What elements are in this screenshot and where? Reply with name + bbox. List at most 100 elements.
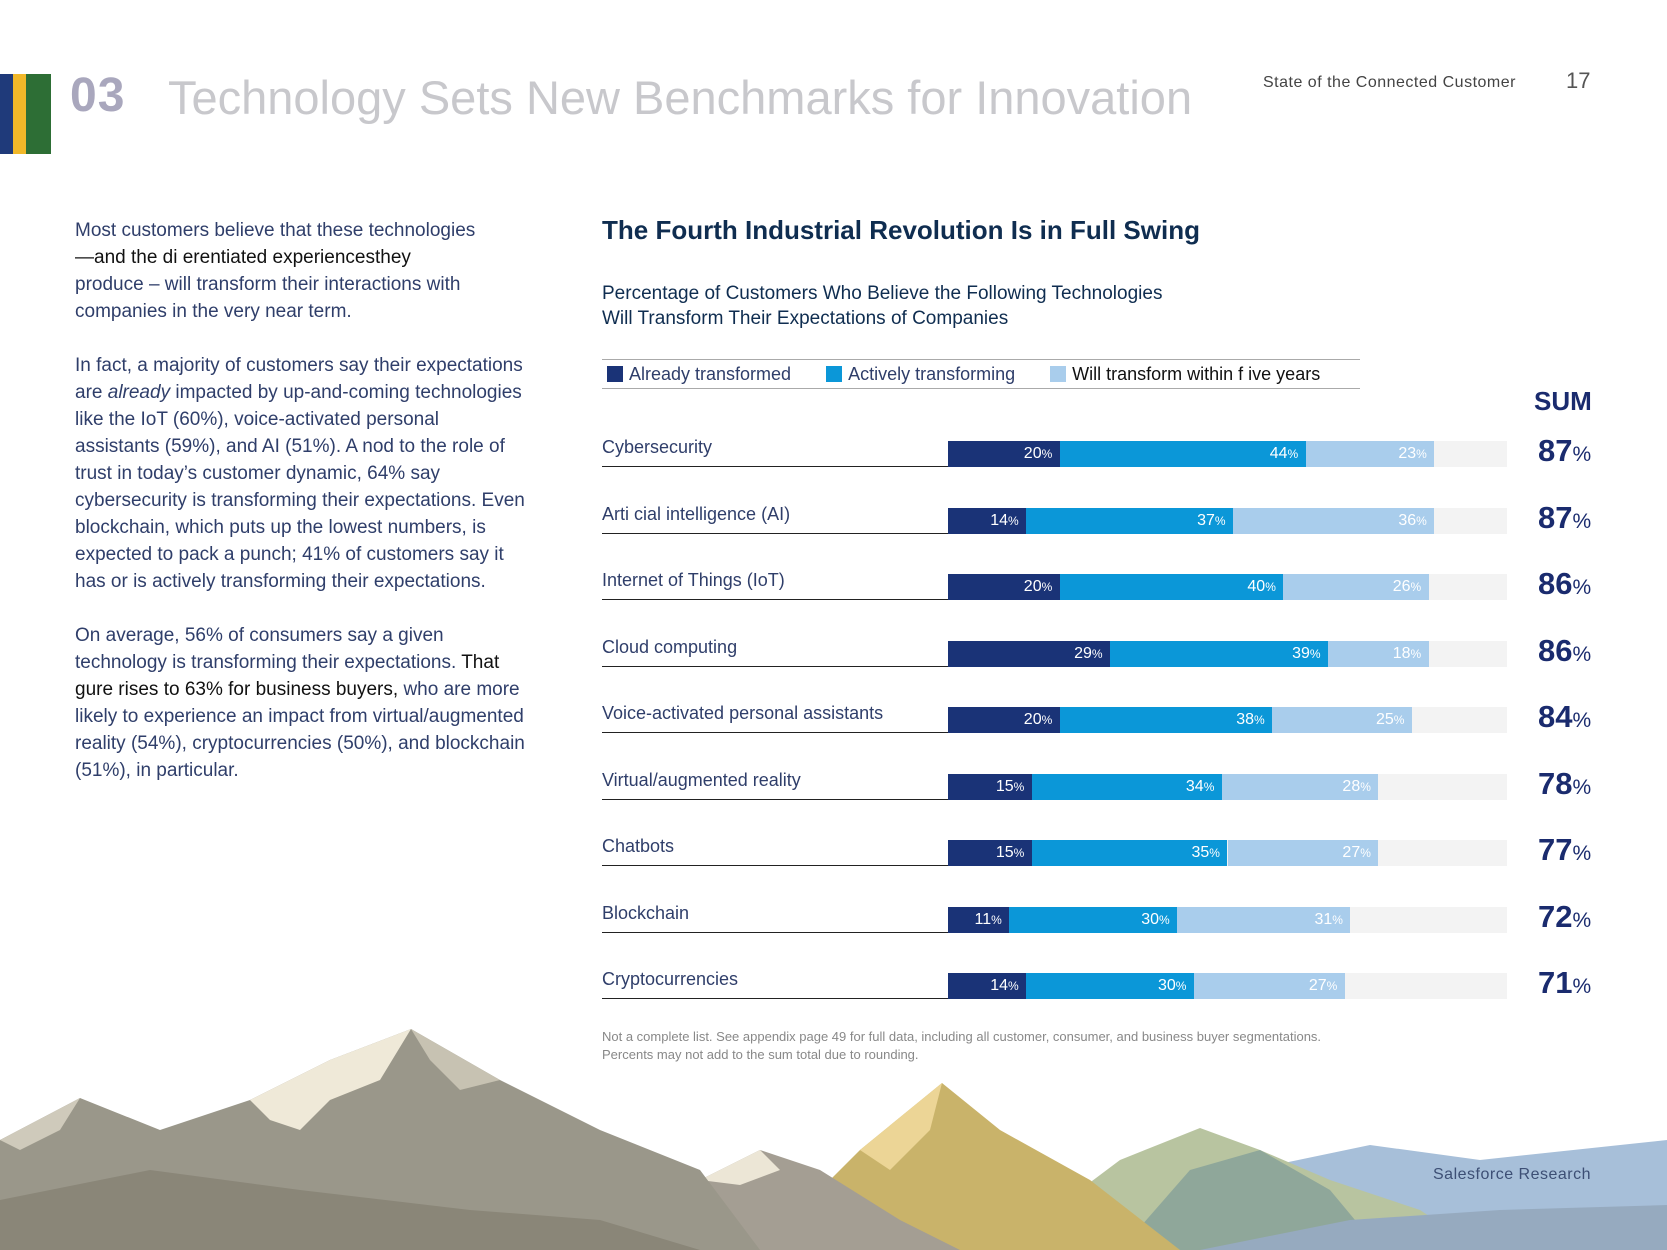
legend-label-actively: Actively transforming — [848, 363, 1016, 384]
legend-swatch-already — [607, 366, 623, 382]
bar-already — [948, 441, 1060, 467]
bar-already — [948, 907, 1010, 933]
data-label-actively: 37% — [1197, 512, 1226, 529]
bar-actively — [1026, 973, 1194, 999]
bar-within-five — [1227, 840, 1379, 866]
bar-within-five — [1177, 907, 1351, 933]
category-label: Blockchain — [602, 903, 690, 923]
chapter-number: 03 — [70, 69, 126, 122]
data-label-actively: 38% — [1236, 711, 1265, 728]
bar-within-five — [1233, 508, 1435, 534]
sum-value: 77% — [1538, 832, 1592, 867]
stripe-yellow — [13, 74, 26, 154]
sum-value: 78% — [1538, 766, 1592, 801]
data-label-already: 11% — [974, 911, 1002, 928]
legend-label-already: Already transformed — [629, 363, 792, 384]
data-label-already: 29% — [1074, 645, 1103, 662]
category-underline — [602, 799, 948, 800]
bar-actively — [1059, 707, 1273, 733]
category-label: Arti cial intelligence (AI) — [602, 504, 791, 524]
p3-text-a: On average, 56% of consumers say a given… — [75, 625, 457, 673]
bar-actively — [1026, 508, 1234, 534]
legend-label-within-five: Will transform within f ive years — [1072, 363, 1321, 384]
bar-actively — [1031, 840, 1228, 866]
sum-value: 86% — [1538, 566, 1592, 601]
chart-title: The Fourth Industrial Revolution Is in F… — [602, 215, 1200, 245]
p2-text-a: In fact, a majority of customers say the… — [75, 355, 523, 403]
bar-already — [948, 574, 1060, 600]
mountains-illustration — [0, 1029, 1667, 1250]
legend-swatch-actively — [826, 366, 843, 382]
data-label-already: 15% — [995, 844, 1025, 861]
sum-value: 87% — [1538, 433, 1592, 468]
foreground-slope — [0, 1170, 700, 1250]
chart-legend: Already transformed Actively transformin… — [602, 359, 1360, 389]
p1-text-c: produce – will transform their interacti… — [75, 274, 461, 322]
category-label: Cybersecurity — [602, 437, 713, 457]
paragraph-2: In fact, a majority of customers say the… — [75, 352, 525, 595]
data-label-actively: 35% — [1191, 844, 1220, 861]
bar-within-five — [1283, 574, 1429, 600]
category-underline — [602, 732, 948, 733]
category-label: Cryptocurrencies — [602, 969, 739, 989]
p2-text-b: impacted by up-and-coming technologies l… — [75, 382, 525, 592]
bar-already — [948, 641, 1111, 667]
bar-actively — [1110, 641, 1329, 667]
mountain-green-shade — [1120, 1150, 1380, 1250]
data-label-already: 20% — [1023, 445, 1053, 462]
bar-within-five — [1272, 707, 1412, 733]
data-label-actively: 30% — [1141, 911, 1170, 928]
body-text: Most customers believe that these techno… — [75, 217, 525, 811]
data-label-within-five: 26% — [1392, 578, 1422, 595]
data-label-already: 14% — [990, 512, 1019, 529]
legend-swatch-within-five — [1050, 366, 1067, 382]
category-underline — [602, 466, 948, 467]
mountain-left-ridge — [411, 1029, 500, 1090]
mountain-yellow-light — [860, 1083, 942, 1170]
data-label-within-five: 25% — [1375, 711, 1405, 728]
legend-item-already: Already transformed — [602, 364, 791, 385]
bar-within-five — [1221, 774, 1379, 800]
sum-value: 72% — [1538, 899, 1592, 934]
paragraph-3: On average, 56% of consumers say a given… — [75, 622, 525, 784]
data-label-actively: 30% — [1157, 977, 1187, 994]
data-label-already: 20% — [1023, 711, 1053, 728]
bar-within-five — [1305, 441, 1435, 467]
p1-text-b: —and the di erentiated experiencesthey — [75, 247, 411, 268]
data-label-within-five: 27% — [1308, 977, 1338, 994]
category-underline — [602, 666, 948, 667]
bar-actively — [1031, 774, 1222, 800]
chart-subtitle-line2: Will Transform Their Expectations of Com… — [602, 308, 1009, 329]
footnote-line2: Percents may not add to the sum total du… — [602, 1047, 919, 1062]
bar-already — [948, 774, 1032, 800]
page-number: 17 — [1566, 68, 1591, 93]
data-label-already: 14% — [990, 977, 1019, 994]
data-label-already: 15% — [995, 778, 1025, 795]
p3-text-b: who are more likely to experience an imp… — [75, 679, 525, 781]
data-label-actively: 39% — [1292, 645, 1321, 662]
category-underline — [602, 533, 948, 534]
chart-subtitle: Percentage of Customers Who Believe the … — [602, 281, 1302, 331]
category-label: Voice-activated personal assistants — [602, 703, 884, 723]
footnote-line1: Not a complete list. See appendix page 4… — [602, 1029, 1322, 1044]
category-label: Cloud computing — [602, 637, 738, 657]
report-name: State of the Connected Customer — [1263, 74, 1516, 91]
data-label-within-five: 28% — [1342, 778, 1371, 795]
bar-already — [948, 973, 1027, 999]
data-label-within-five: 23% — [1398, 445, 1427, 462]
mountain-far-left-snow — [0, 1098, 80, 1150]
p1-text-a: Most customers believe that these techno… — [75, 220, 476, 241]
data-label-actively: 34% — [1185, 778, 1215, 795]
bar-already — [948, 707, 1060, 733]
legend-item-within-five: Will transform within f ive years — [1045, 364, 1320, 385]
bar-already — [948, 840, 1032, 866]
footnote: Not a complete list. See appendix page 4… — [602, 1028, 1321, 1064]
category-underline — [602, 865, 948, 866]
data-label-within-five: 31% — [1314, 911, 1343, 928]
bar-actively — [1059, 441, 1306, 467]
foreground-blue — [1200, 1205, 1667, 1250]
stripe-green-dark — [39, 74, 51, 154]
p2-emphasis: already — [107, 382, 171, 403]
data-label-within-five: 27% — [1342, 844, 1371, 861]
